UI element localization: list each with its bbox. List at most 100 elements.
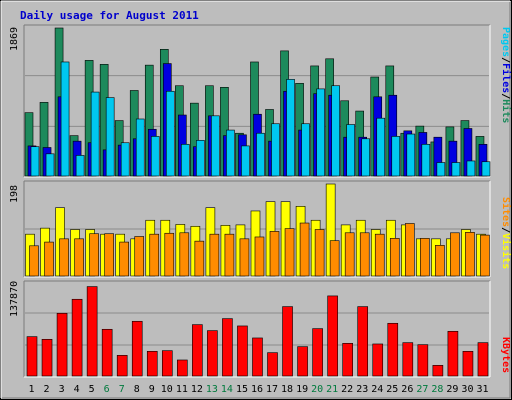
sites-bar xyxy=(89,233,99,277)
legend-kbytes: KBytes xyxy=(500,337,511,373)
pages-bar xyxy=(361,138,371,177)
x-tick-label: 8 xyxy=(134,384,140,395)
sites-bar xyxy=(359,232,370,277)
pages-bar xyxy=(346,124,355,177)
x-tick-label: 4 xyxy=(74,384,80,395)
kbytes-bar xyxy=(282,306,293,377)
sites-bar xyxy=(269,231,280,277)
x-tick-label: 17 xyxy=(266,384,278,395)
pages-bar xyxy=(75,155,85,177)
kbytes-bar xyxy=(177,359,188,377)
x-tick-label: 1 xyxy=(29,384,35,395)
pages-bar xyxy=(135,118,145,177)
x-tick-label: 5 xyxy=(89,384,95,395)
pages-bar xyxy=(165,90,175,177)
x-tick-label: 13 xyxy=(206,384,218,395)
x-tick-label: 10 xyxy=(161,384,173,395)
sites-bar xyxy=(314,229,325,277)
kbytes-bar xyxy=(56,312,68,377)
kbytes-bar xyxy=(131,320,143,377)
x-tick-label: 20 xyxy=(311,384,323,395)
x-tick-label: 7 xyxy=(119,384,125,395)
kbytes-bar xyxy=(357,306,369,377)
pages-bar xyxy=(376,117,386,177)
kbytes-bar xyxy=(26,336,38,377)
kbytes-bar xyxy=(312,328,323,377)
x-tick-label: 18 xyxy=(281,384,293,395)
pages-bar xyxy=(451,162,461,177)
x-tick-label: 12 xyxy=(191,384,203,395)
sites-bar xyxy=(450,232,460,277)
sites-bar xyxy=(134,236,145,277)
visits-max-tick-label: 198 xyxy=(9,185,20,203)
sites-bar xyxy=(405,223,415,277)
legend-files: Files xyxy=(500,63,512,93)
kbytes-bar xyxy=(101,328,113,377)
kbytes-bar xyxy=(252,337,263,377)
pages-bar xyxy=(286,79,295,177)
x-tick-label: 2 xyxy=(44,384,50,395)
sites-bar xyxy=(29,245,39,277)
x-tick-label: 19 xyxy=(296,384,308,395)
sites-bar xyxy=(465,232,475,277)
sites-bar xyxy=(164,232,175,277)
x-tick-label: 30 xyxy=(461,384,473,395)
x-tick-label: 11 xyxy=(176,384,188,395)
sites-bar xyxy=(299,222,310,277)
legend-hits: Hits xyxy=(500,99,512,123)
x-tick-label: 16 xyxy=(251,384,263,395)
kbytes-bar xyxy=(387,322,399,377)
kbytes-bar xyxy=(71,298,83,377)
pages-bar xyxy=(316,88,325,177)
hits-files-pages-panel xyxy=(23,24,491,178)
kbytes-bar xyxy=(417,344,429,377)
chart-title: Daily usage for August 2011 xyxy=(20,9,199,22)
legend-sep-2: / xyxy=(500,93,511,99)
kbytes-bar xyxy=(462,351,474,377)
legend-pages: Pages xyxy=(500,27,511,57)
sites-bar xyxy=(254,236,265,277)
kbytes-bar xyxy=(432,365,444,377)
kbytes-bar xyxy=(477,342,489,377)
kbytes-bar xyxy=(342,343,353,377)
kbytes-bar xyxy=(372,343,384,377)
kbytes-bar xyxy=(116,355,128,377)
pages-bar xyxy=(301,123,310,177)
x-tick-label: 31 xyxy=(476,384,488,395)
pages-bar xyxy=(196,140,205,177)
kbytes-bar xyxy=(161,350,173,377)
sites-bar xyxy=(194,240,205,277)
x-tick-label: 29 xyxy=(446,384,458,395)
legend-sep-1: / xyxy=(500,57,511,63)
kbytes-bar xyxy=(86,286,98,377)
visits-legend-label: Sites/Visits xyxy=(500,197,512,269)
x-tick-label: 23 xyxy=(356,384,368,395)
x-tick-label: 27 xyxy=(416,384,428,395)
pages-bar xyxy=(436,162,446,177)
x-tick-label: 21 xyxy=(326,384,338,395)
pages-bar xyxy=(45,153,55,177)
sites-bar xyxy=(44,241,54,277)
sites-bar xyxy=(224,233,235,277)
x-tick-label: 22 xyxy=(341,384,353,395)
kbytes-legend-label: KBytes xyxy=(500,337,511,373)
sites-bar xyxy=(179,232,190,277)
sites-bar xyxy=(284,228,295,277)
legend-sep-3: / xyxy=(500,227,511,233)
x-tick-label: 28 xyxy=(431,384,443,395)
sites-bar xyxy=(119,241,129,277)
kbytes-bar xyxy=(447,330,459,377)
sites-bar xyxy=(374,233,385,277)
x-tick-label: 26 xyxy=(401,384,413,395)
x-tick-label: 9 xyxy=(149,384,155,395)
pages-bar xyxy=(150,136,160,177)
pages-bar xyxy=(271,123,280,177)
kbytes-max-tick-label: 137870 xyxy=(9,281,20,317)
pages-bar xyxy=(30,146,40,177)
kbytes-bar xyxy=(192,324,203,377)
x-tick-label: 15 xyxy=(236,384,248,395)
pages-bar xyxy=(90,91,100,177)
kbytes-bar xyxy=(222,318,233,377)
sites-bar xyxy=(59,238,69,277)
